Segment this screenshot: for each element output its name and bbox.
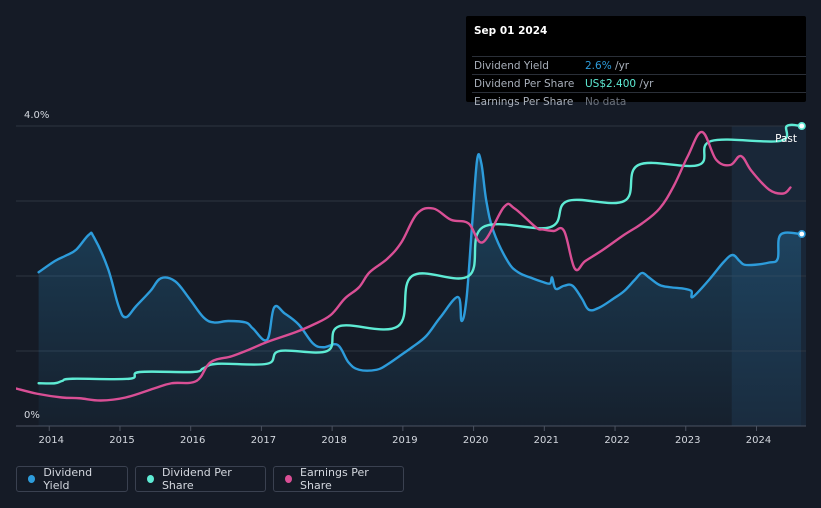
dividend-yield-dot-icon (28, 475, 36, 483)
x-tick-label: 2015 (109, 435, 134, 446)
tooltip-value: 2.6% /yr (585, 60, 630, 72)
dividend-yield-end-marker (797, 230, 806, 239)
earnings-per-share-line (16, 130, 792, 402)
dividend-yield-line (37, 153, 803, 372)
dividend-per-share-dot-icon (147, 475, 154, 483)
x-tick-label: 2023 (675, 435, 700, 446)
legend-dividend-yield[interactable]: Dividend Yield (16, 466, 128, 492)
y-tick-top: 4.0% (24, 110, 49, 121)
x-tick-label: 2024 (746, 435, 771, 446)
x-tick-label: 2016 (180, 435, 205, 446)
end-markers (797, 122, 806, 239)
legend-dividend-per-share[interactable]: Dividend Per Share (135, 466, 266, 492)
x-tick-label: 2020 (463, 435, 488, 446)
tooltip-row-dividend-per-share: Dividend Per Share US$2.400 /yr (472, 74, 806, 93)
tooltip-label: Dividend Yield (474, 60, 549, 72)
x-tick-label: 2021 (534, 435, 559, 446)
tooltip-value: No data (585, 96, 627, 108)
x-tick-label: 2018 (321, 435, 346, 446)
y-tick-bottom: 0% (24, 410, 40, 421)
x-axis: 2014 2015 2016 2017 2018 2019 2020 2021 2022 2023… (39, 426, 771, 446)
legend-earnings-per-share[interactable]: Earnings Per Share (273, 466, 404, 492)
tooltip-date: Sep 01 2024 (474, 25, 548, 37)
tooltip-label: Earnings Per Share (474, 96, 574, 108)
tooltip-label: Dividend Per Share (474, 78, 575, 90)
x-tick-label: 2014 (39, 435, 64, 446)
legend-label: Dividend Yield (43, 466, 93, 492)
dividend-per-share-end-marker (797, 122, 806, 131)
legend-label: Earnings Per Share (300, 466, 369, 492)
past-label: Past (775, 133, 797, 145)
x-tick-label: 2022 (604, 435, 629, 446)
tooltip-value: US$2.400 /yr (585, 78, 654, 90)
x-tick-label: 2019 (392, 435, 417, 446)
legend-label: Dividend Per Share (161, 466, 232, 492)
tooltip-row-dividend-yield: Dividend Yield 2.6% /yr (472, 56, 806, 75)
tooltip: Sep 01 2024 Dividend Yield 2.6% /yr Divi… (466, 16, 806, 108)
earnings-per-share-dot-icon (285, 475, 292, 483)
x-tick-label: 2017 (251, 435, 276, 446)
dividend-per-share-line (37, 123, 803, 385)
plot-area (16, 123, 803, 426)
tooltip-row-earnings-per-share: Earnings Per Share No data (472, 92, 806, 108)
